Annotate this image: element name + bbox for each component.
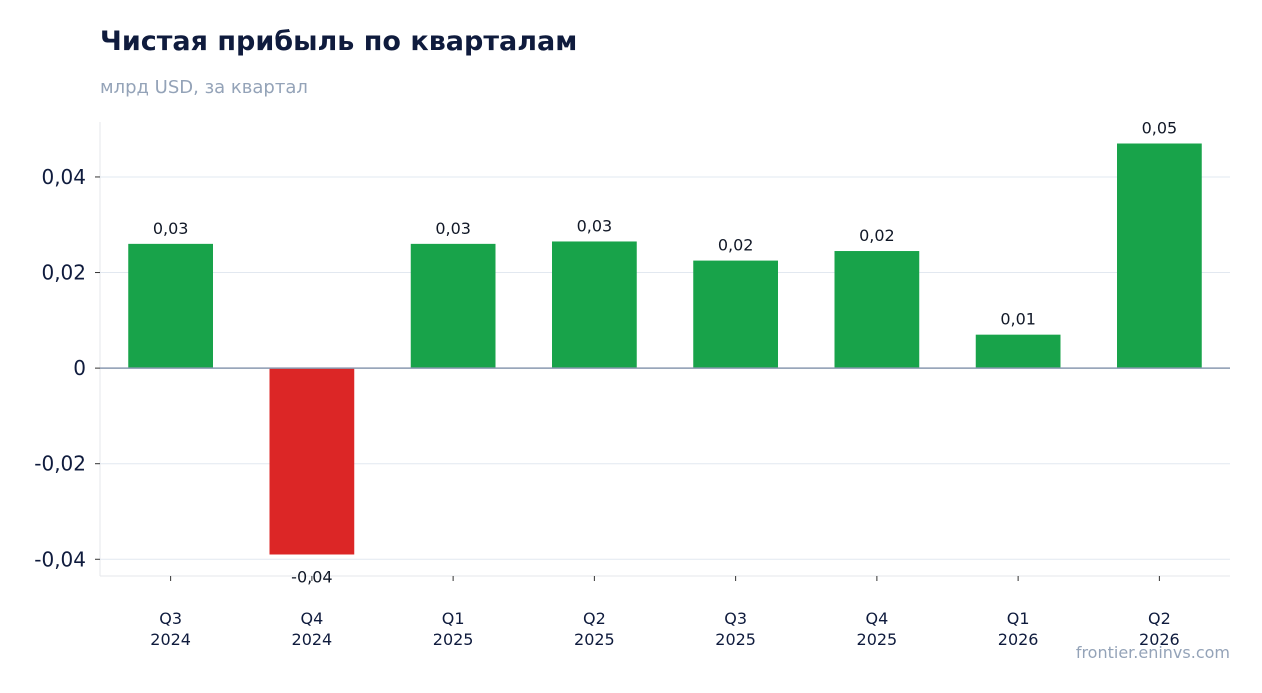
bar (269, 368, 355, 555)
data-label: 0,03 (153, 219, 189, 238)
data-label: 0,05 (1142, 119, 1178, 138)
x-tick-label: Q1 2026 (998, 609, 1039, 649)
x-tick-label: Q3 2024 (150, 609, 191, 649)
bar (410, 243, 496, 369)
bar (128, 243, 213, 369)
source-watermark: frontier.eninvs.com (1075, 643, 1230, 662)
bar (834, 251, 920, 369)
y-tick-label: -0,04 (34, 547, 86, 571)
data-label: 0,02 (718, 236, 754, 255)
data-label: 0,03 (435, 219, 471, 238)
y-tick-label: 0 (73, 356, 86, 380)
chart-title: Чистая прибыль по кварталам (100, 26, 578, 57)
data-label: 0,01 (1000, 310, 1036, 329)
y-tick-label: 0,04 (41, 165, 86, 189)
data-label: 0,03 (577, 216, 613, 235)
x-tick-label: Q4 2025 (857, 609, 898, 649)
y-tick-label: 0,02 (41, 261, 86, 285)
x-tick-label: Q2 2025 (574, 609, 615, 649)
x-tick-label: Q2 2026 (1139, 609, 1180, 649)
x-tick-label: Q4 2024 (292, 609, 333, 649)
x-tick-label: Q1 2025 (433, 609, 474, 649)
y-tick-label: -0,02 (34, 452, 86, 476)
x-tick-label: Q3 2025 (715, 609, 756, 649)
bar (693, 260, 778, 369)
data-label: 0,02 (859, 226, 895, 245)
bar (552, 241, 637, 369)
chart-subtitle: млрд USD, за квартал (100, 77, 308, 98)
bar (1117, 143, 1202, 369)
bar (975, 334, 1061, 369)
